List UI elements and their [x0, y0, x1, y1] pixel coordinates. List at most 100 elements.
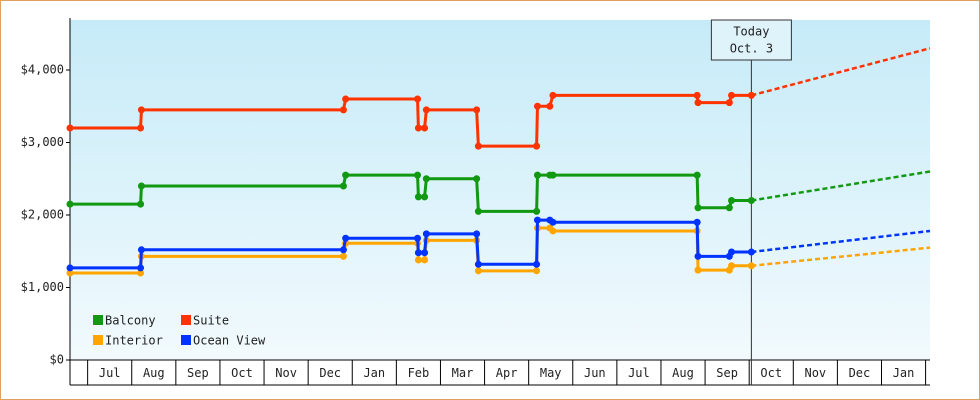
y-tick-label: $2,000: [21, 208, 64, 222]
point: [747, 248, 755, 256]
point: [137, 264, 145, 272]
point: [533, 216, 541, 224]
point: [66, 264, 74, 272]
y-tick-label: $3,000: [21, 135, 64, 149]
x-tick-label: Sep: [187, 366, 209, 380]
point: [137, 182, 145, 190]
point: [474, 260, 482, 268]
point: [694, 204, 702, 212]
x-tick-label: Jun: [584, 366, 606, 380]
legend-swatch: [181, 315, 191, 325]
x-tick-label: Jan: [893, 366, 915, 380]
x-tick-label: Oct: [231, 366, 253, 380]
point: [421, 193, 429, 201]
point: [728, 248, 736, 256]
point: [693, 218, 701, 226]
y-tick-label: $0: [50, 353, 64, 367]
x-tick-label: Aug: [672, 366, 694, 380]
annotation-text: Today: [733, 25, 769, 39]
point: [533, 260, 541, 268]
point: [728, 262, 736, 270]
legend-swatch: [93, 315, 103, 325]
x-tick-label: Apr: [496, 366, 518, 380]
point: [747, 91, 755, 99]
point: [137, 200, 145, 208]
point: [546, 102, 554, 110]
legend-label: Interior: [105, 334, 163, 348]
point: [342, 234, 350, 242]
forecast-line: [751, 170, 931, 202]
x-tick-label: Dec: [849, 366, 871, 380]
point: [474, 267, 482, 275]
plot-area: [70, 20, 930, 360]
point: [66, 200, 74, 208]
x-tick-label: Nov: [804, 366, 826, 380]
point: [728, 197, 736, 205]
x-tick-label: Jul: [99, 366, 121, 380]
point: [549, 171, 557, 179]
x-tick-label: Jan: [363, 366, 385, 380]
legend-label: Suite: [193, 314, 229, 328]
point: [728, 91, 736, 99]
point: [66, 124, 74, 132]
x-tick-label: Oct: [760, 366, 782, 380]
x-tick-label: Jul: [628, 366, 650, 380]
point: [342, 95, 350, 103]
legend-label: Balcony: [105, 314, 156, 328]
point: [414, 249, 422, 257]
legend-swatch: [93, 335, 103, 345]
x-tick-label: May: [540, 366, 562, 380]
point: [66, 269, 74, 277]
annotation-text: Oct. 3: [730, 42, 773, 56]
y-tick-label: $4,000: [21, 63, 64, 77]
point: [422, 230, 430, 238]
point: [414, 95, 422, 103]
point: [694, 266, 702, 274]
point: [693, 171, 701, 179]
point: [533, 142, 541, 150]
point: [421, 249, 429, 257]
point: [725, 99, 733, 107]
point: [137, 124, 145, 132]
point: [421, 124, 429, 132]
point: [533, 171, 541, 179]
point: [693, 91, 701, 99]
point: [474, 207, 482, 215]
point: [549, 91, 557, 99]
legend-swatch: [181, 335, 191, 345]
point: [414, 234, 422, 242]
point: [549, 227, 557, 235]
point: [473, 106, 481, 114]
point: [747, 197, 755, 205]
x-tick-label: Sep: [716, 366, 738, 380]
point: [421, 256, 429, 264]
point: [533, 267, 541, 275]
point: [533, 102, 541, 110]
point: [414, 171, 422, 179]
point: [339, 182, 347, 190]
x-tick-label: Mar: [452, 366, 474, 380]
point: [422, 175, 430, 183]
point: [414, 193, 422, 201]
point: [694, 252, 702, 260]
point: [694, 99, 702, 107]
forecast-line: [751, 246, 931, 268]
point: [414, 124, 422, 132]
x-tick-label: Aug: [143, 366, 165, 380]
point: [339, 252, 347, 260]
point: [549, 218, 557, 226]
point: [414, 256, 422, 264]
point: [473, 175, 481, 183]
x-tick-label: Nov: [275, 366, 297, 380]
point: [137, 269, 145, 277]
forecast-line: [751, 229, 931, 254]
point: [339, 106, 347, 114]
annotation-box: [710, 19, 792, 61]
y-tick-label: $1,000: [21, 280, 64, 294]
x-tick-label: Feb: [408, 366, 430, 380]
point: [422, 106, 430, 114]
point: [474, 142, 482, 150]
point: [533, 207, 541, 215]
forecast-line: [751, 47, 931, 97]
